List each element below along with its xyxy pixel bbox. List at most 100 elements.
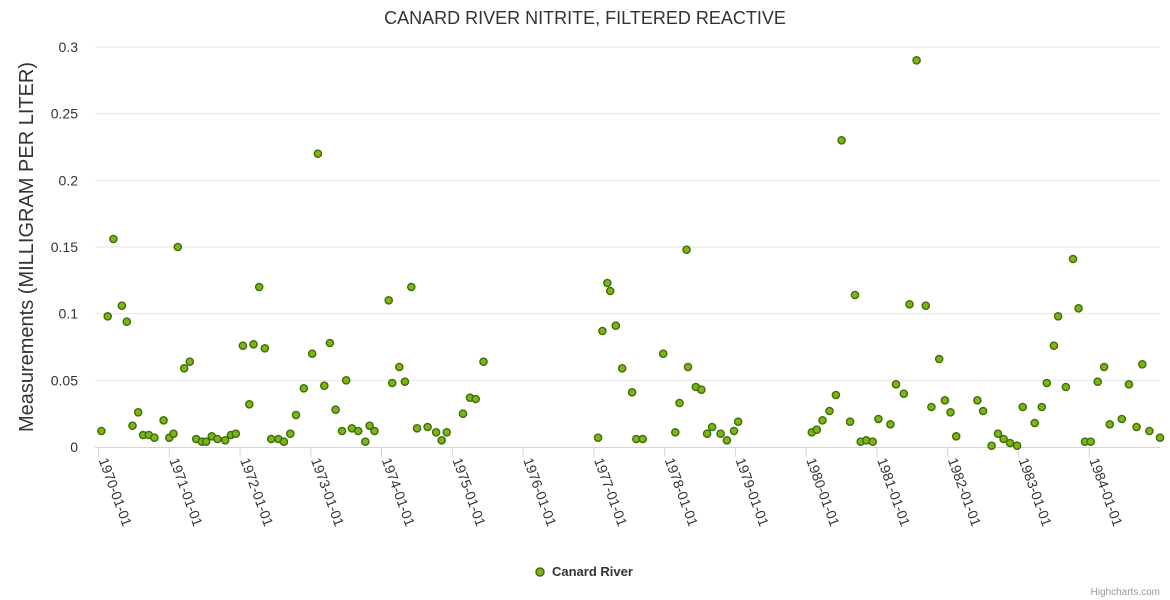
data-point[interactable] bbox=[260, 343, 270, 353]
data-point[interactable] bbox=[973, 395, 982, 405]
data-point[interactable] bbox=[702, 429, 712, 439]
data-point[interactable] bbox=[1086, 437, 1095, 447]
data-point[interactable] bbox=[1155, 433, 1165, 443]
data-point[interactable] bbox=[291, 410, 301, 420]
data-point[interactable] bbox=[733, 417, 743, 427]
data-point[interactable] bbox=[722, 435, 732, 445]
data-point[interactable] bbox=[173, 242, 183, 252]
data-point[interactable] bbox=[671, 427, 680, 437]
data-point[interactable] bbox=[266, 434, 276, 444]
data-point[interactable] bbox=[617, 363, 627, 373]
data-point[interactable] bbox=[279, 437, 289, 447]
data-point[interactable] bbox=[437, 435, 447, 445]
data-point[interactable] bbox=[169, 429, 178, 439]
data-point[interactable] bbox=[1074, 303, 1083, 313]
data-point[interactable] bbox=[658, 349, 668, 359]
data-point[interactable] bbox=[683, 362, 693, 372]
data-point[interactable] bbox=[150, 433, 159, 443]
data-point[interactable] bbox=[442, 427, 452, 437]
data-point[interactable] bbox=[238, 341, 248, 351]
data-point[interactable] bbox=[818, 415, 827, 425]
data-point[interactable] bbox=[999, 434, 1008, 444]
data-point[interactable] bbox=[299, 383, 309, 393]
data-point[interactable] bbox=[185, 357, 195, 367]
data-point[interactable] bbox=[605, 286, 615, 296]
data-point[interactable] bbox=[886, 419, 895, 429]
legend[interactable]: Canard River bbox=[535, 564, 633, 579]
data-point[interactable] bbox=[912, 56, 921, 65]
credits[interactable]: Highcharts.com bbox=[1091, 587, 1160, 598]
data-point[interactable] bbox=[899, 389, 909, 399]
data-point[interactable] bbox=[97, 426, 106, 436]
data-point[interactable] bbox=[697, 385, 706, 395]
data-point[interactable] bbox=[831, 390, 841, 400]
data-point[interactable] bbox=[993, 429, 1003, 439]
data-point[interactable] bbox=[1093, 377, 1102, 387]
data-point[interactable] bbox=[593, 433, 603, 443]
data-point[interactable] bbox=[707, 422, 717, 432]
data-point[interactable] bbox=[360, 437, 370, 447]
data-point[interactable] bbox=[117, 301, 127, 311]
data-point[interactable] bbox=[313, 149, 323, 158]
data-point[interactable] bbox=[850, 290, 860, 300]
data-point[interactable] bbox=[940, 395, 950, 405]
data-point[interactable] bbox=[307, 349, 317, 359]
data-point[interactable] bbox=[1005, 438, 1015, 448]
data-point[interactable] bbox=[423, 422, 432, 432]
data-point[interactable] bbox=[365, 421, 374, 431]
data-point[interactable] bbox=[458, 409, 468, 419]
data-point[interactable] bbox=[122, 317, 132, 327]
data-point[interactable] bbox=[627, 387, 637, 397]
data-point[interactable] bbox=[874, 414, 883, 424]
data-point[interactable] bbox=[825, 406, 834, 416]
data-point[interactable] bbox=[1145, 426, 1154, 436]
data-point[interactable] bbox=[978, 406, 988, 416]
data-point[interactable] bbox=[231, 429, 241, 439]
data-point[interactable] bbox=[1099, 362, 1109, 372]
data-point[interactable] bbox=[611, 321, 621, 331]
data-point[interactable] bbox=[716, 429, 725, 439]
data-point[interactable] bbox=[325, 338, 335, 348]
data-point[interactable] bbox=[1068, 254, 1078, 264]
data-point[interactable] bbox=[213, 434, 222, 444]
data-point[interactable] bbox=[370, 426, 379, 436]
legend-item-canard-river[interactable]: Canard River bbox=[552, 564, 633, 579]
data-point[interactable] bbox=[471, 394, 481, 404]
data-point[interactable] bbox=[1012, 441, 1022, 451]
data-point[interactable] bbox=[1030, 418, 1039, 428]
data-point[interactable] bbox=[921, 301, 931, 311]
data-point[interactable] bbox=[868, 437, 878, 447]
data-point[interactable] bbox=[987, 441, 996, 451]
data-point[interactable] bbox=[891, 379, 901, 389]
data-point[interactable] bbox=[406, 282, 416, 292]
data-point[interactable] bbox=[1049, 341, 1059, 351]
data-point[interactable] bbox=[1117, 414, 1127, 424]
data-point[interactable] bbox=[285, 429, 295, 439]
data-point[interactable] bbox=[384, 295, 394, 305]
data-point[interactable] bbox=[603, 278, 612, 288]
data-point[interactable] bbox=[103, 311, 112, 321]
data-point[interactable] bbox=[1037, 402, 1047, 412]
legend-marker[interactable] bbox=[535, 567, 545, 577]
data-point[interactable] bbox=[159, 415, 168, 425]
data-point[interactable] bbox=[927, 402, 936, 412]
data-point[interactable] bbox=[946, 407, 955, 417]
data-point[interactable] bbox=[400, 377, 410, 387]
data-point[interactable] bbox=[479, 357, 488, 367]
data-point[interactable] bbox=[1105, 419, 1115, 429]
data-point[interactable] bbox=[412, 423, 422, 433]
data-point[interactable] bbox=[249, 339, 258, 349]
data-point[interactable] bbox=[387, 378, 397, 388]
data-point[interactable] bbox=[353, 426, 363, 436]
data-point[interactable] bbox=[394, 362, 404, 372]
data-point[interactable] bbox=[1061, 382, 1071, 392]
data-point[interactable] bbox=[812, 425, 822, 435]
data-point[interactable] bbox=[1124, 379, 1134, 389]
data-point[interactable] bbox=[729, 426, 739, 436]
data-point[interactable] bbox=[341, 375, 351, 385]
data-point[interactable] bbox=[638, 434, 648, 444]
data-point[interactable] bbox=[1138, 359, 1147, 369]
data-point[interactable] bbox=[675, 398, 684, 408]
data-point[interactable] bbox=[905, 299, 914, 309]
data-point[interactable] bbox=[133, 407, 143, 417]
